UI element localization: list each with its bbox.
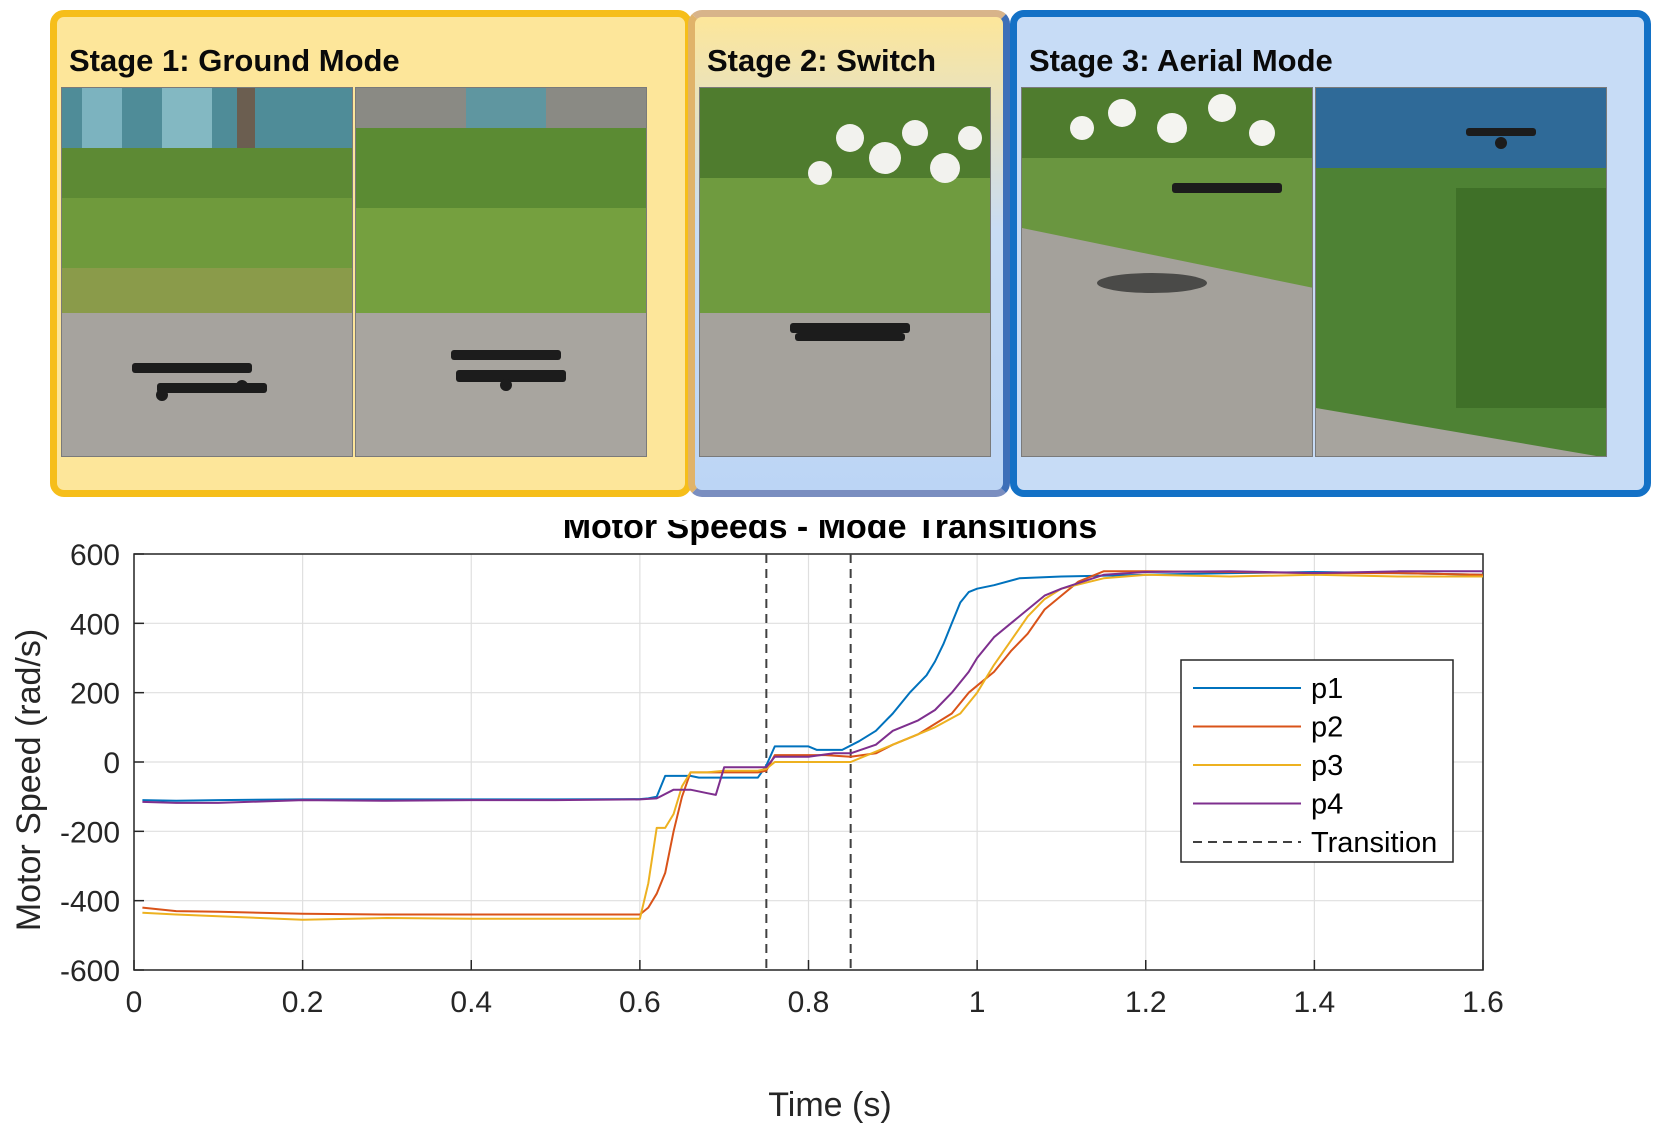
- stage1-photo-right: [355, 87, 647, 457]
- legend-box: [1180, 659, 1454, 863]
- chart-title: Motor Speeds - Mode Transitions: [563, 520, 1098, 546]
- transition-lines: [765, 554, 852, 970]
- x-tick-label: 0.8: [788, 986, 830, 1019]
- y-axis-label: Motor Speed (rad/s): [10, 629, 48, 931]
- motor-speed-chart: 0 0.2 0.4 0.6 0.8 1 1.2 1.4 1.6 -600 -400 -200 0 200 4…: [10, 520, 1504, 1124]
- stage3-photo-right: [1315, 87, 1607, 457]
- x-tick-label: 0.2: [282, 986, 324, 1019]
- x-tick-label: 0: [126, 986, 143, 1019]
- x-tick-label: 1.4: [1294, 986, 1336, 1019]
- y-tick-label: -600: [60, 955, 120, 988]
- y-tick-label: -400: [60, 886, 120, 919]
- stage2-panel: Stage 2: Switch: [688, 10, 1010, 497]
- legend-label: Transition: [1311, 827, 1437, 859]
- y-tick-label: 0: [103, 747, 120, 780]
- stage2-photo: [699, 87, 991, 457]
- x-tick-label: 1.6: [1462, 986, 1504, 1019]
- legend-label: p4: [1311, 789, 1343, 821]
- stage1-photo-left: [61, 87, 353, 457]
- y-tick-label: 200: [70, 678, 120, 711]
- stage3-panel: Stage 3: Aerial Mode: [1010, 10, 1651, 497]
- stage2-title: Stage 2: Switch: [707, 43, 937, 78]
- series-lines: [142, 570, 1484, 921]
- stage1-panel: Stage 1: Ground Mode: [50, 10, 692, 497]
- y-tick-label: 400: [70, 608, 120, 641]
- axis-ticks: 0 0.2 0.4 0.6 0.8 1 1.2 1.4 1.6 -600 -400 -200 0 200 4…: [60, 539, 1504, 1019]
- x-tick-label: 1: [969, 986, 986, 1019]
- y-tick-label: -200: [60, 816, 120, 849]
- x-tick-label: 0.4: [450, 986, 492, 1019]
- x-tick-label: 1.2: [1125, 986, 1167, 1019]
- legend-label: p1: [1311, 673, 1343, 705]
- legend-label: p2: [1311, 712, 1343, 744]
- stage3-title: Stage 3: Aerial Mode: [1029, 43, 1333, 78]
- y-tick-label: 600: [70, 539, 120, 572]
- series-line-p4: [142, 570, 1483, 804]
- x-axis-label: Time (s): [768, 1086, 891, 1124]
- stage1-title: Stage 1: Ground Mode: [69, 43, 400, 78]
- legend-label: p3: [1311, 750, 1343, 782]
- legend: p1 p2 p3 p4 Transition: [1180, 659, 1454, 863]
- stage3-photo-left: [1021, 87, 1313, 457]
- x-tick-label: 0.6: [619, 986, 661, 1019]
